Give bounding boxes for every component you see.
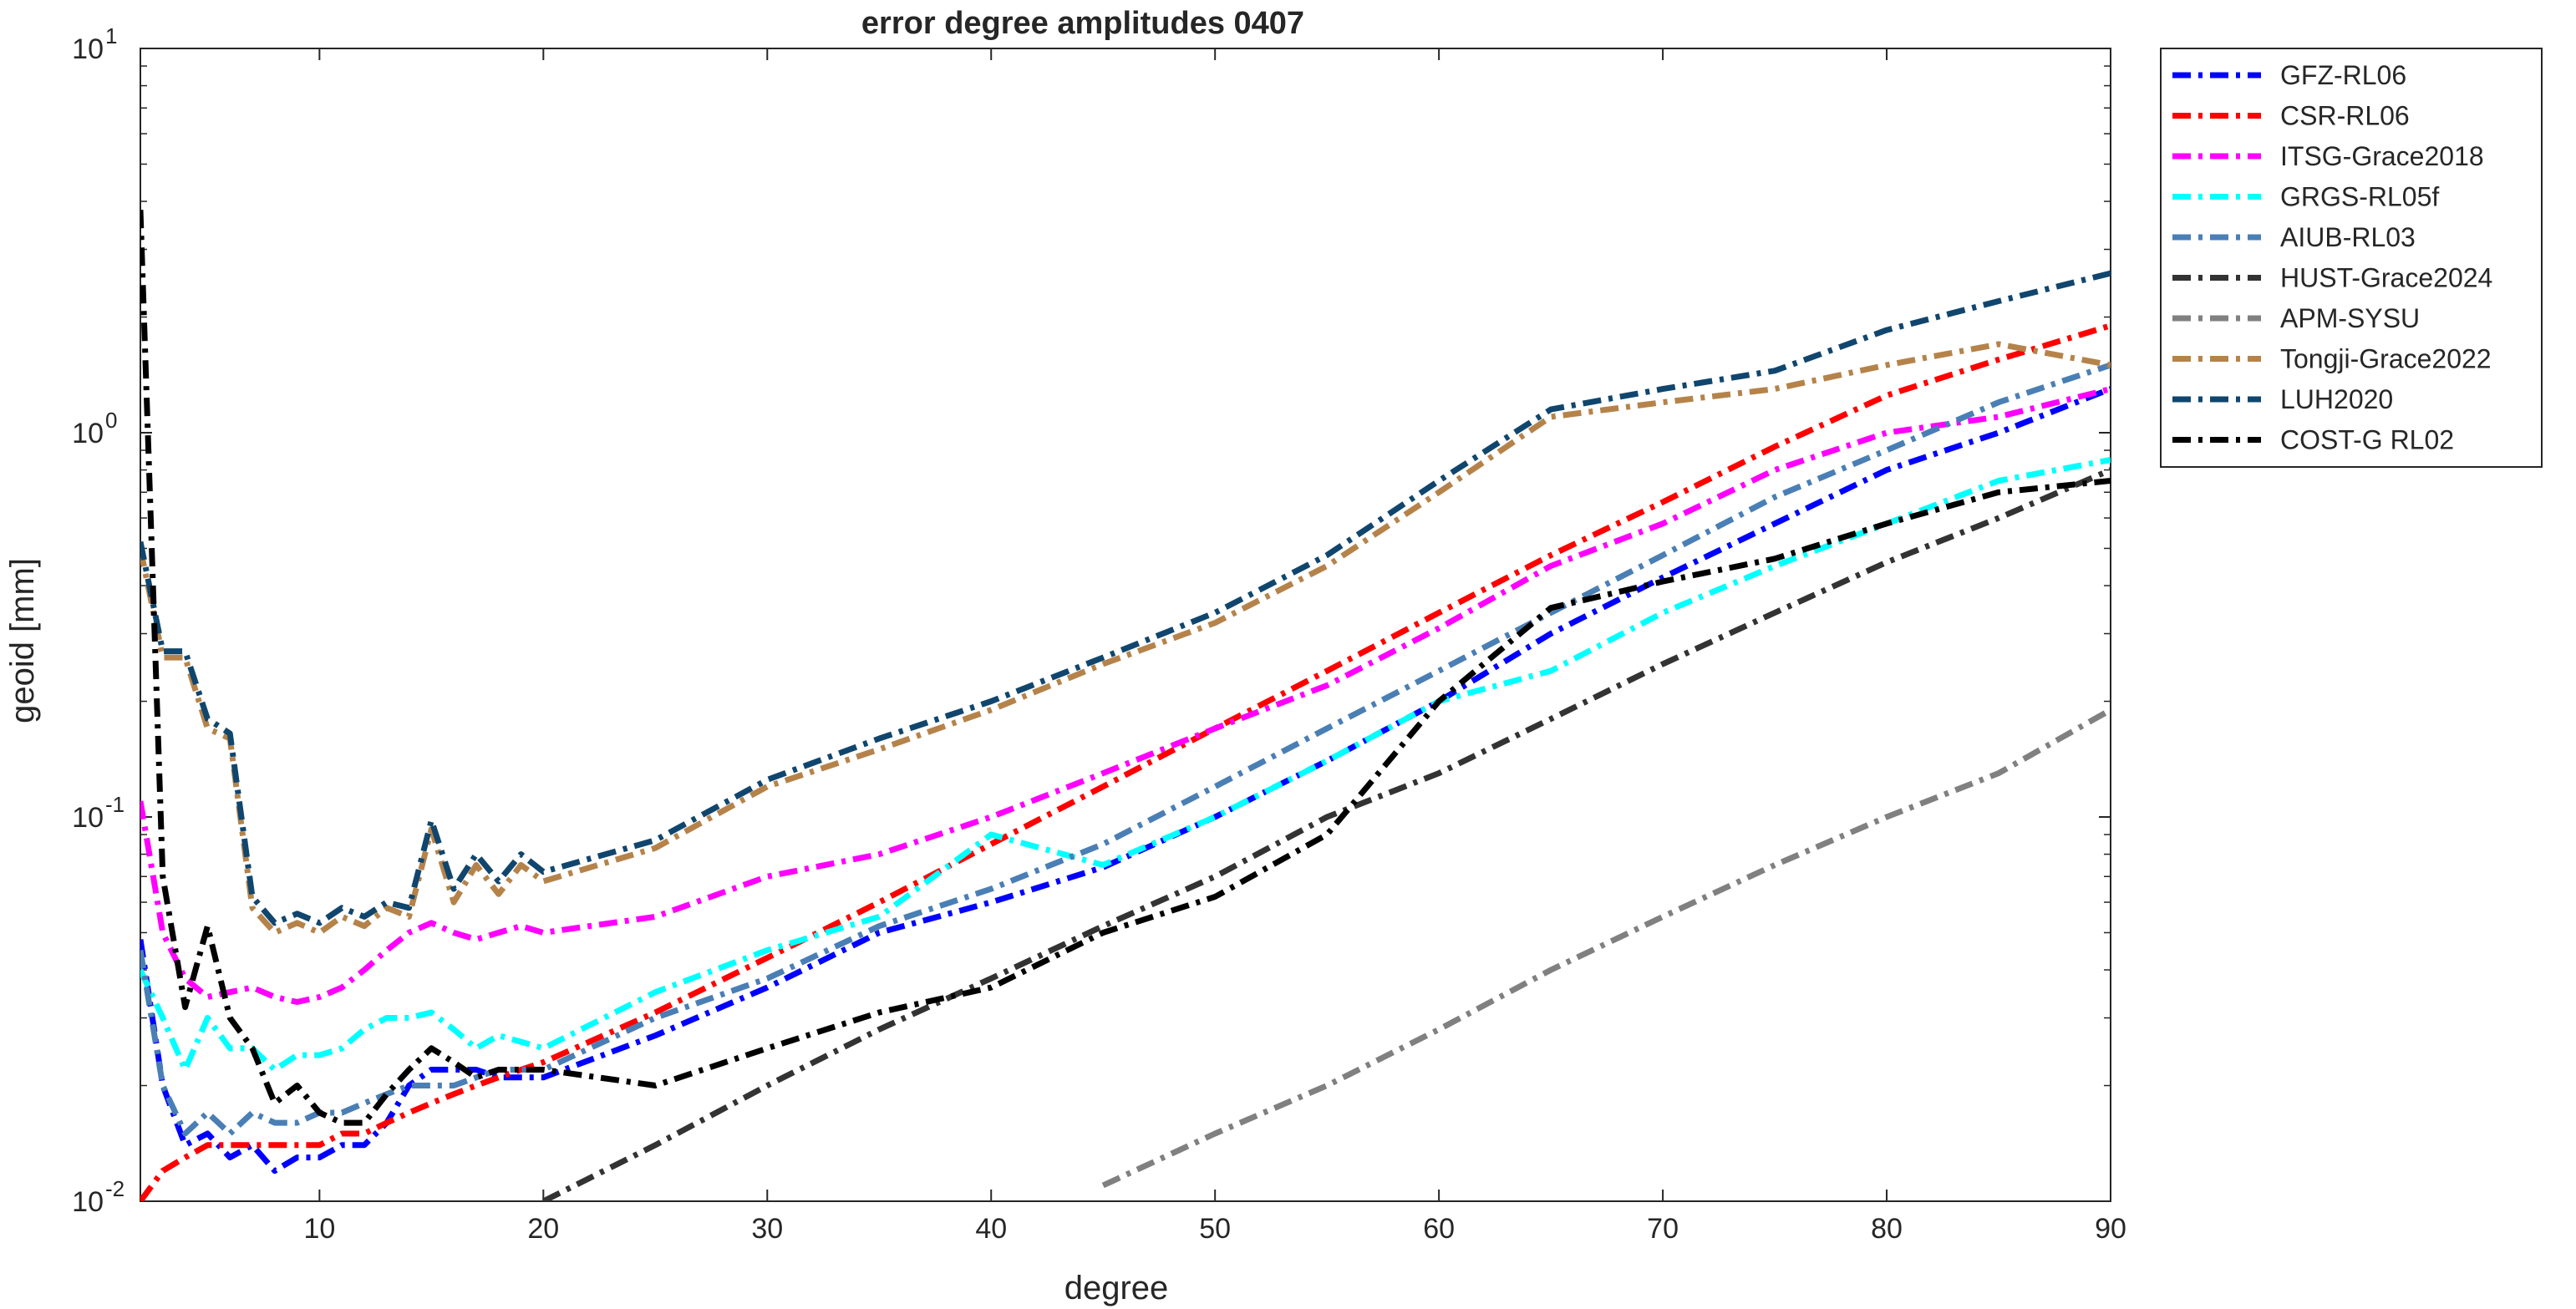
legend-label: AIUB-RL03 xyxy=(2280,222,2416,252)
series-line-10 xyxy=(140,210,2111,1126)
x-tick-label: 50 xyxy=(1199,1213,1231,1245)
plot-frame xyxy=(140,48,2111,1202)
legend: GFZ-RL06 CSR-RL06 ITSG-Grace2018 GRGS-RL05f… xyxy=(2160,48,2543,468)
legend-label: GFZ-RL06 xyxy=(2280,60,2406,90)
legend-label: GRGS-RL05f xyxy=(2280,182,2439,212)
series-line-1 xyxy=(140,386,2111,1175)
legend-label: COST-G RL02 xyxy=(2280,425,2454,455)
y-tick-label: 10 xyxy=(72,33,104,65)
y-axis-label: geoid [mm] xyxy=(4,558,41,723)
x-tick-label: 30 xyxy=(751,1213,783,1245)
series-line-3 xyxy=(140,386,2111,1005)
legend-label: LUH2020 xyxy=(2280,384,2393,414)
y-tick-label: 10 xyxy=(72,418,104,449)
series-line-6 xyxy=(541,467,2111,1201)
legend-label: APM-SYSU xyxy=(2280,303,2420,333)
y-tick-label: 10 xyxy=(72,802,104,834)
x-tick-label: 90 xyxy=(2095,1213,2126,1245)
legend-label: HUST-Grace2024 xyxy=(2280,263,2492,293)
chart-title: error degree amplitudes 0407 xyxy=(861,6,1304,41)
x-tick-label: 60 xyxy=(1423,1213,1455,1245)
series-line-2 xyxy=(140,322,2111,1201)
x-tick-label: 70 xyxy=(1647,1213,1679,1245)
series-line-9 xyxy=(140,270,2111,926)
legend-label: CSR-RL06 xyxy=(2280,101,2410,131)
y-tick-exponent: 1 xyxy=(105,23,117,48)
y-tick-exponent: 0 xyxy=(105,408,117,433)
series-line-8 xyxy=(140,341,2111,936)
series-line-4 xyxy=(140,457,2111,1073)
y-tick-exponent: -1 xyxy=(105,792,124,817)
x-tick-label: 20 xyxy=(527,1213,559,1245)
x-tick-label: 80 xyxy=(1871,1213,1903,1245)
x-tick-label: 40 xyxy=(975,1213,1007,1245)
y-tick-exponent: -2 xyxy=(105,1176,124,1201)
x-axis-label: degree xyxy=(1064,1270,1169,1306)
y-tick-label: 10 xyxy=(72,1186,104,1218)
legend-label: ITSG-Grace2018 xyxy=(2280,141,2484,171)
x-tick-label: 10 xyxy=(303,1213,335,1245)
legend-label: Tongji-Grace2022 xyxy=(2280,344,2492,374)
